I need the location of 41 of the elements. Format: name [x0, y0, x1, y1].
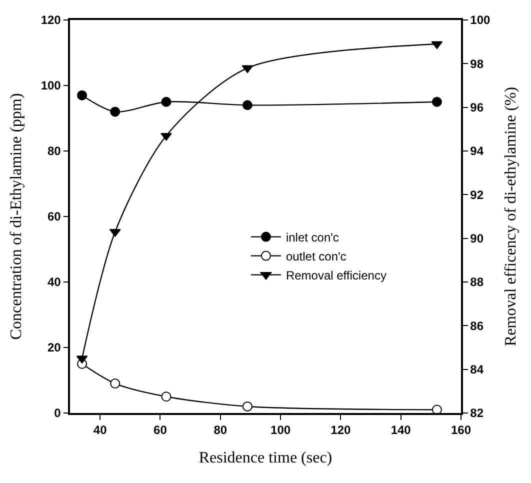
point — [242, 401, 252, 412]
y2-tick-label: 92 — [470, 188, 484, 202]
y2-tick-label: 84 — [470, 362, 484, 377]
y2-tick-label: 100 — [470, 13, 490, 28]
point — [242, 65, 254, 74]
point — [161, 392, 172, 402]
y2-tick-label: 96 — [470, 100, 484, 115]
point — [242, 100, 252, 110]
y2-tick-label: 82 — [470, 406, 484, 420]
y2-tick-label: 86 — [470, 318, 484, 333]
x-tick-label: 120 — [330, 423, 352, 438]
point — [110, 378, 120, 389]
x-tick-label: 80 — [214, 423, 228, 438]
y-axis-title: Concentration of di-Ethylamine (ppm) — [8, 93, 26, 340]
y2-axis-title: Removal efficency of di-ethylamine (%) — [502, 86, 520, 346]
x-tick-label: 60 — [154, 423, 168, 438]
y2-tick-label: 98 — [470, 56, 484, 71]
y2-tick-label: 94 — [470, 144, 484, 158]
x-tick-label: 100 — [270, 423, 291, 438]
y-tick-label: 80 — [47, 144, 62, 158]
y-tick-label: 120 — [40, 13, 62, 28]
y-tick-label: 20 — [47, 340, 62, 355]
x-tick-label: 40 — [93, 423, 108, 438]
legend-label: Removal efficiency — [286, 268, 386, 282]
point — [110, 106, 120, 117]
x-tick-label: 160 — [450, 423, 472, 438]
y-tick-label: 60 — [47, 210, 62, 224]
y-tick-label: 40 — [47, 275, 62, 290]
point — [161, 96, 172, 107]
legend-label: inlet con'c — [286, 230, 339, 244]
point — [431, 41, 443, 50]
point — [160, 132, 172, 141]
point — [432, 96, 442, 107]
legend-label: outlet con'c — [286, 249, 346, 264]
x-axis-title: Residence time (sec) — [198, 449, 332, 466]
y-tick-label: 0 — [54, 406, 62, 420]
y-tick-label: 100 — [40, 78, 62, 93]
x-tick-label: 140 — [390, 423, 412, 438]
y2-tick-label: 90 — [470, 232, 484, 246]
y2-tick-label: 88 — [470, 275, 484, 290]
point — [77, 90, 88, 100]
